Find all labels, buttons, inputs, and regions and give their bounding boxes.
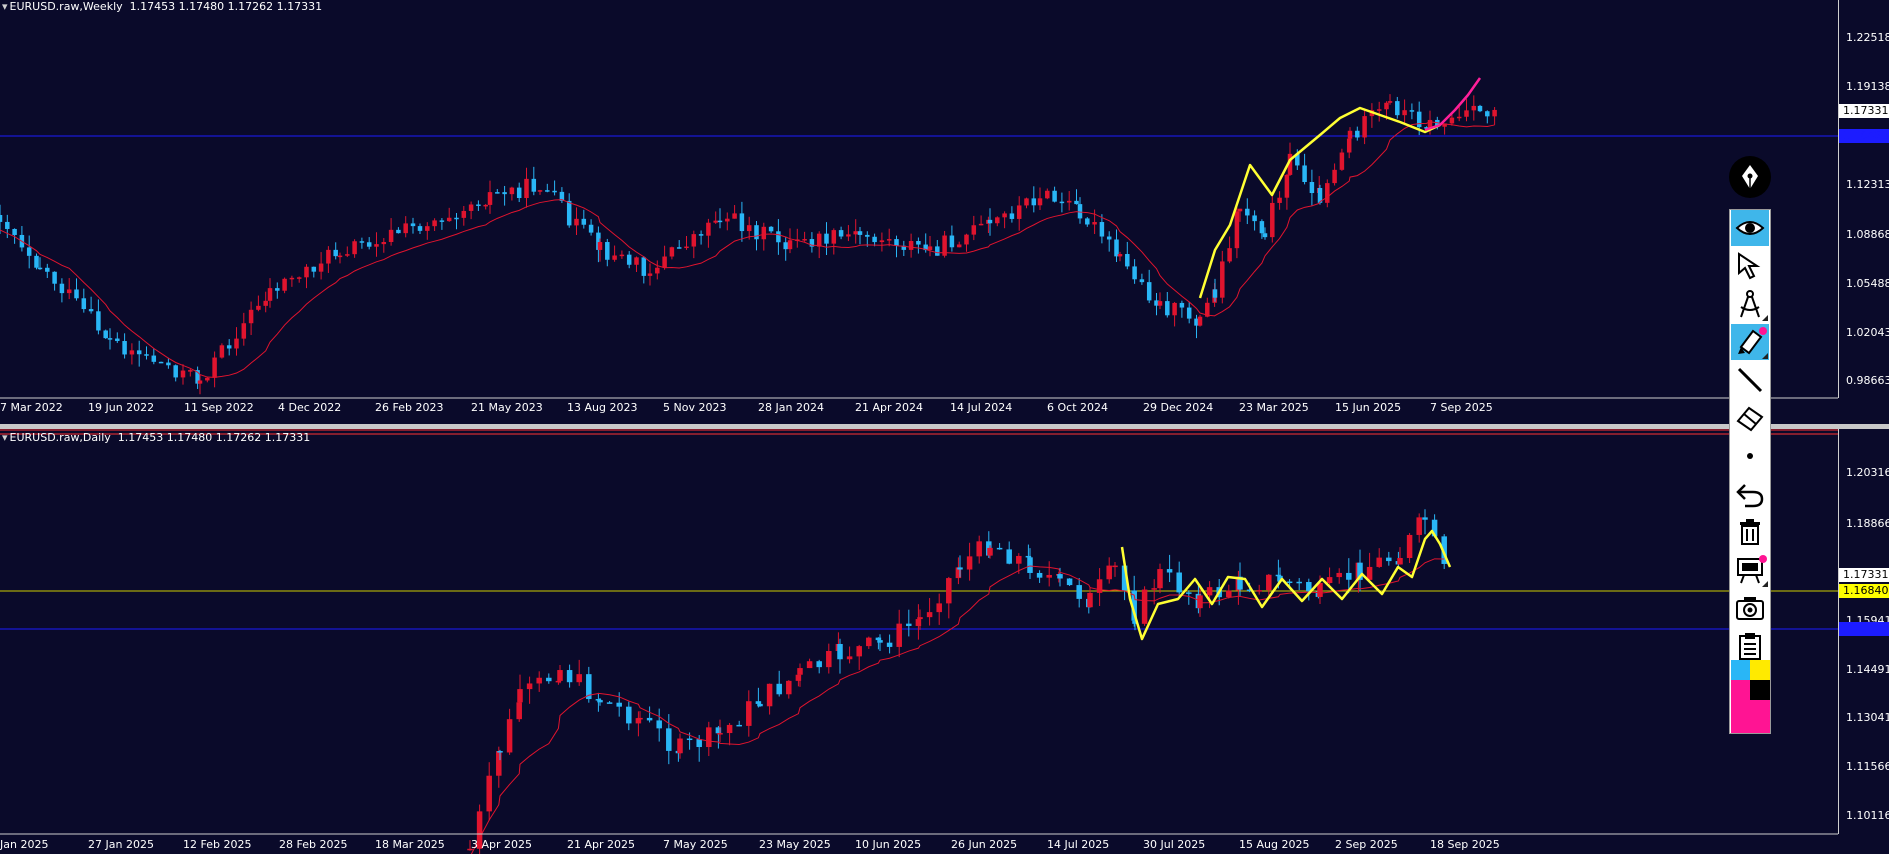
compass-icon[interactable] [1731,286,1769,322]
weekly-date-label: 23 Mar 2025 [1239,401,1309,414]
daily-yellow-price-tag: 1.16840 [1839,584,1889,598]
daily-symbol-label: EURUSD.raw,Daily [2,431,111,444]
weekly-symbol-label: EURUSD.raw,Weekly [2,0,123,13]
weekly-date-label: 28 Jan 2024 [758,401,824,414]
daily-ohlc-values: 1.17453 1.17480 1.17262 1.17331 [117,431,311,444]
weekly-price-label: 1.19138 [1846,80,1889,93]
daily-date-label: 10 Jun 2025 [855,838,922,851]
weekly-date-label: 29 Dec 2024 [1143,401,1214,414]
current-color-indicator[interactable] [1731,700,1770,733]
weekly-date-label: 13 Aug 2023 [567,401,638,414]
weekly-price-axis-line [1838,0,1839,398]
weekly-chart-pane[interactable]: EURUSD.raw,Weekly 1.17453 1.17480 1.1726… [0,0,1889,424]
weekly-price-label: 1.08868 [1846,228,1889,241]
daily-date-label: Jan 2025 [0,838,49,851]
daily-date-label: 7 May 2025 [663,838,728,851]
weekly-yellow-drawing[interactable] [1198,106,1441,299]
daily-date-label: 23 May 2025 [759,838,831,851]
weekly-magenta-drawing[interactable] [1424,77,1482,132]
daily-chart-canvas[interactable] [0,429,1889,854]
daily-date-label: 2 Sep 2025 [1335,838,1398,851]
weekly-date-label: 26 Feb 2023 [375,401,444,414]
presentation-icon[interactable] [1731,552,1769,588]
eye-icon[interactable] [1731,210,1769,246]
daily-price-label: 1.18866 [1846,517,1889,530]
weekly-price-label: 1.05488 [1846,277,1889,290]
daily-date-label: 18 Mar 2025 [375,838,445,851]
daily-date-label: 15 Aug 2025 [1239,838,1310,851]
weekly-price-label: 0.98663 [1846,374,1889,387]
weekly-candles [0,94,1497,395]
weekly-date-label: 11 Sep 2022 [184,401,254,414]
camera-icon[interactable] [1731,590,1769,626]
daily-chart-pane[interactable]: EURUSD.raw,Daily 1.17453 1.17480 1.17262… [0,429,1889,854]
color-swatch-black[interactable] [1750,680,1770,700]
weekly-date-label: 7 Sep 2025 [1430,401,1493,414]
drawing-toolbar [1729,209,1771,734]
weekly-hline-price-tag: 1.16425 [1839,129,1889,143]
weekly-date-label: 19 Jun 2022 [88,401,155,414]
weekly-price-label: 1.12313 [1846,178,1889,191]
daily-price-label: 1.14491 [1846,663,1889,676]
trash-icon[interactable] [1731,514,1769,550]
line-icon[interactable] [1731,362,1769,398]
dot-icon[interactable] [1731,438,1769,474]
weekly-date-label: 5 Nov 2023 [663,401,727,414]
daily-bid-price-tag: 1.17331 [1839,568,1889,582]
daily-moving-average [470,558,1445,854]
weekly-date-label: 21 Apr 2024 [855,401,924,414]
color-swatch-magenta[interactable] [1731,680,1751,700]
undo-icon[interactable] [1731,476,1769,512]
weekly-date-label: 14 Jul 2024 [950,401,1013,414]
daily-date-label: 28 Feb 2025 [279,838,348,851]
daily-pane-title: EURUSD.raw,Daily 1.17453 1.17480 1.17262… [2,431,310,444]
weekly-chart-canvas[interactable] [0,0,1889,424]
daily-date-label: 26 Jun 2025 [951,838,1018,851]
color-swatch-cyan[interactable] [1731,660,1751,680]
weekly-date-label: 7 Mar 2022 [0,401,63,414]
weekly-date-label: 21 May 2023 [471,401,543,414]
weekly-pane-title: EURUSD.raw,Weekly 1.17453 1.17480 1.1726… [2,0,322,13]
eraser-icon[interactable] [1731,400,1769,436]
weekly-ohlc-values: 1.17453 1.17480 1.17262 1.17331 [129,0,323,13]
daily-price-label: 1.11566 [1846,760,1889,773]
weekly-price-label: 1.22518 [1846,31,1889,44]
weekly-bid-price-tag: 1.17331 [1839,104,1889,118]
weekly-moving-average [0,121,1495,378]
daily-date-label: 30 Jul 2025 [1143,838,1206,851]
daily-date-label: 3 Apr 2025 [471,838,533,851]
daily-date-label: 21 Apr 2025 [567,838,636,851]
daily-price-label: 1.20316 [1846,466,1889,479]
weekly-date-label: 15 Jun 2025 [1335,401,1402,414]
weekly-price-label: 1.02043 [1846,326,1889,339]
daily-yellow-drawing[interactable] [1120,529,1452,641]
highlighter-icon[interactable] [1731,324,1769,360]
clipboard-icon[interactable] [1731,628,1769,664]
color-swatch-yellow[interactable] [1750,660,1770,680]
weekly-date-label: 4 Dec 2022 [278,401,342,414]
daily-price-label: 1.10116 [1846,809,1889,822]
daily-price-label: 1.13041 [1846,711,1889,724]
weekly-date-label: 6 Oct 2024 [1047,401,1109,414]
daily-date-label: 12 Feb 2025 [183,838,252,851]
daily-date-label: 18 Sep 2025 [1430,838,1500,851]
daily-price-axis-line [1838,429,1839,834]
daily-candles [467,509,1447,854]
daily-date-label: 14 Jul 2025 [1047,838,1110,851]
daily-date-label: 27 Jan 2025 [88,838,154,851]
cursor-icon[interactable] [1731,248,1769,284]
pane-splitter[interactable] [0,424,1889,429]
daily-blue-price-tag: 1.15711 [1839,622,1889,636]
pen-nib-logo-icon[interactable] [1729,156,1771,198]
